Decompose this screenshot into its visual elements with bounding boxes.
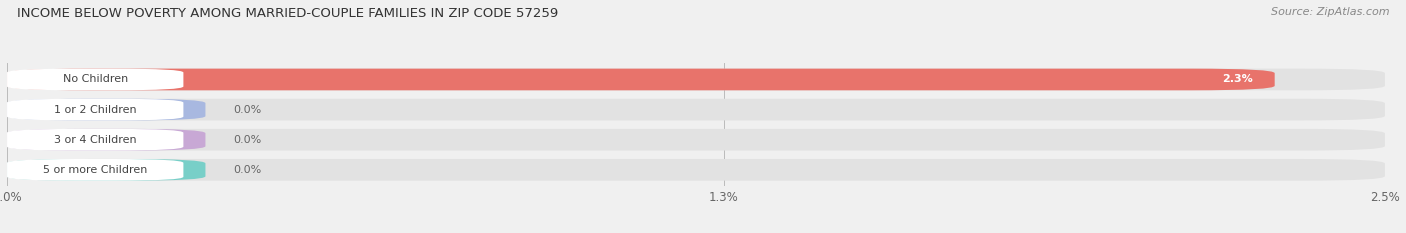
Text: 1 or 2 Children: 1 or 2 Children xyxy=(53,105,136,115)
Text: INCOME BELOW POVERTY AMONG MARRIED-COUPLE FAMILIES IN ZIP CODE 57259: INCOME BELOW POVERTY AMONG MARRIED-COUPL… xyxy=(17,7,558,20)
FancyBboxPatch shape xyxy=(7,69,1275,90)
Text: 5 or more Children: 5 or more Children xyxy=(44,165,148,175)
Text: No Children: No Children xyxy=(63,75,128,85)
Text: 0.0%: 0.0% xyxy=(233,165,262,175)
FancyBboxPatch shape xyxy=(7,99,1385,120)
FancyBboxPatch shape xyxy=(7,129,205,151)
FancyBboxPatch shape xyxy=(7,159,205,181)
Text: 0.0%: 0.0% xyxy=(233,105,262,115)
FancyBboxPatch shape xyxy=(7,69,183,90)
FancyBboxPatch shape xyxy=(7,99,183,120)
Text: Source: ZipAtlas.com: Source: ZipAtlas.com xyxy=(1271,7,1389,17)
Text: 3 or 4 Children: 3 or 4 Children xyxy=(53,135,136,145)
FancyBboxPatch shape xyxy=(7,129,183,151)
FancyBboxPatch shape xyxy=(7,129,1385,151)
FancyBboxPatch shape xyxy=(7,159,183,181)
Text: 0.0%: 0.0% xyxy=(233,135,262,145)
Text: 2.3%: 2.3% xyxy=(1222,75,1253,85)
FancyBboxPatch shape xyxy=(7,99,205,120)
FancyBboxPatch shape xyxy=(7,69,1385,90)
FancyBboxPatch shape xyxy=(7,159,1385,181)
